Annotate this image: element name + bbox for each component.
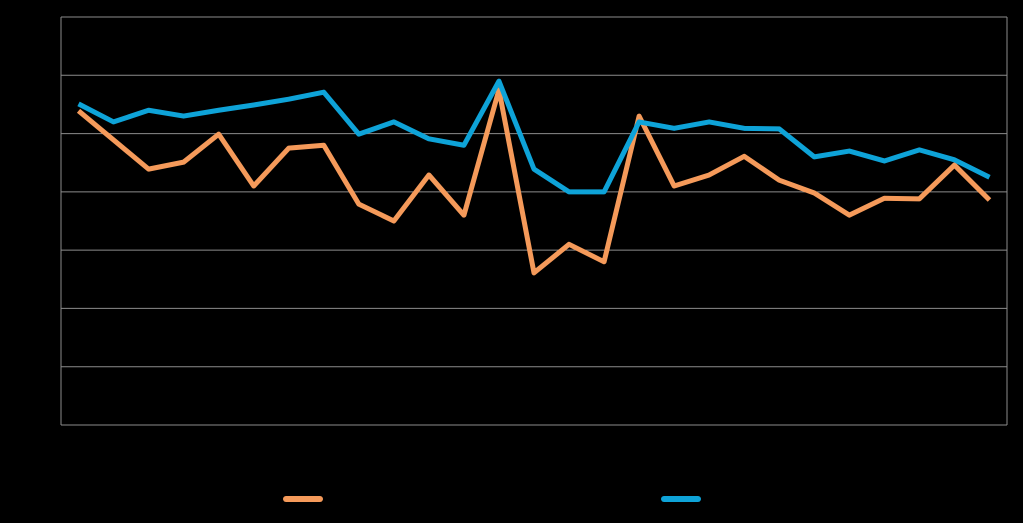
series-line	[76, 87, 992, 276]
series-line	[77, 78, 991, 195]
